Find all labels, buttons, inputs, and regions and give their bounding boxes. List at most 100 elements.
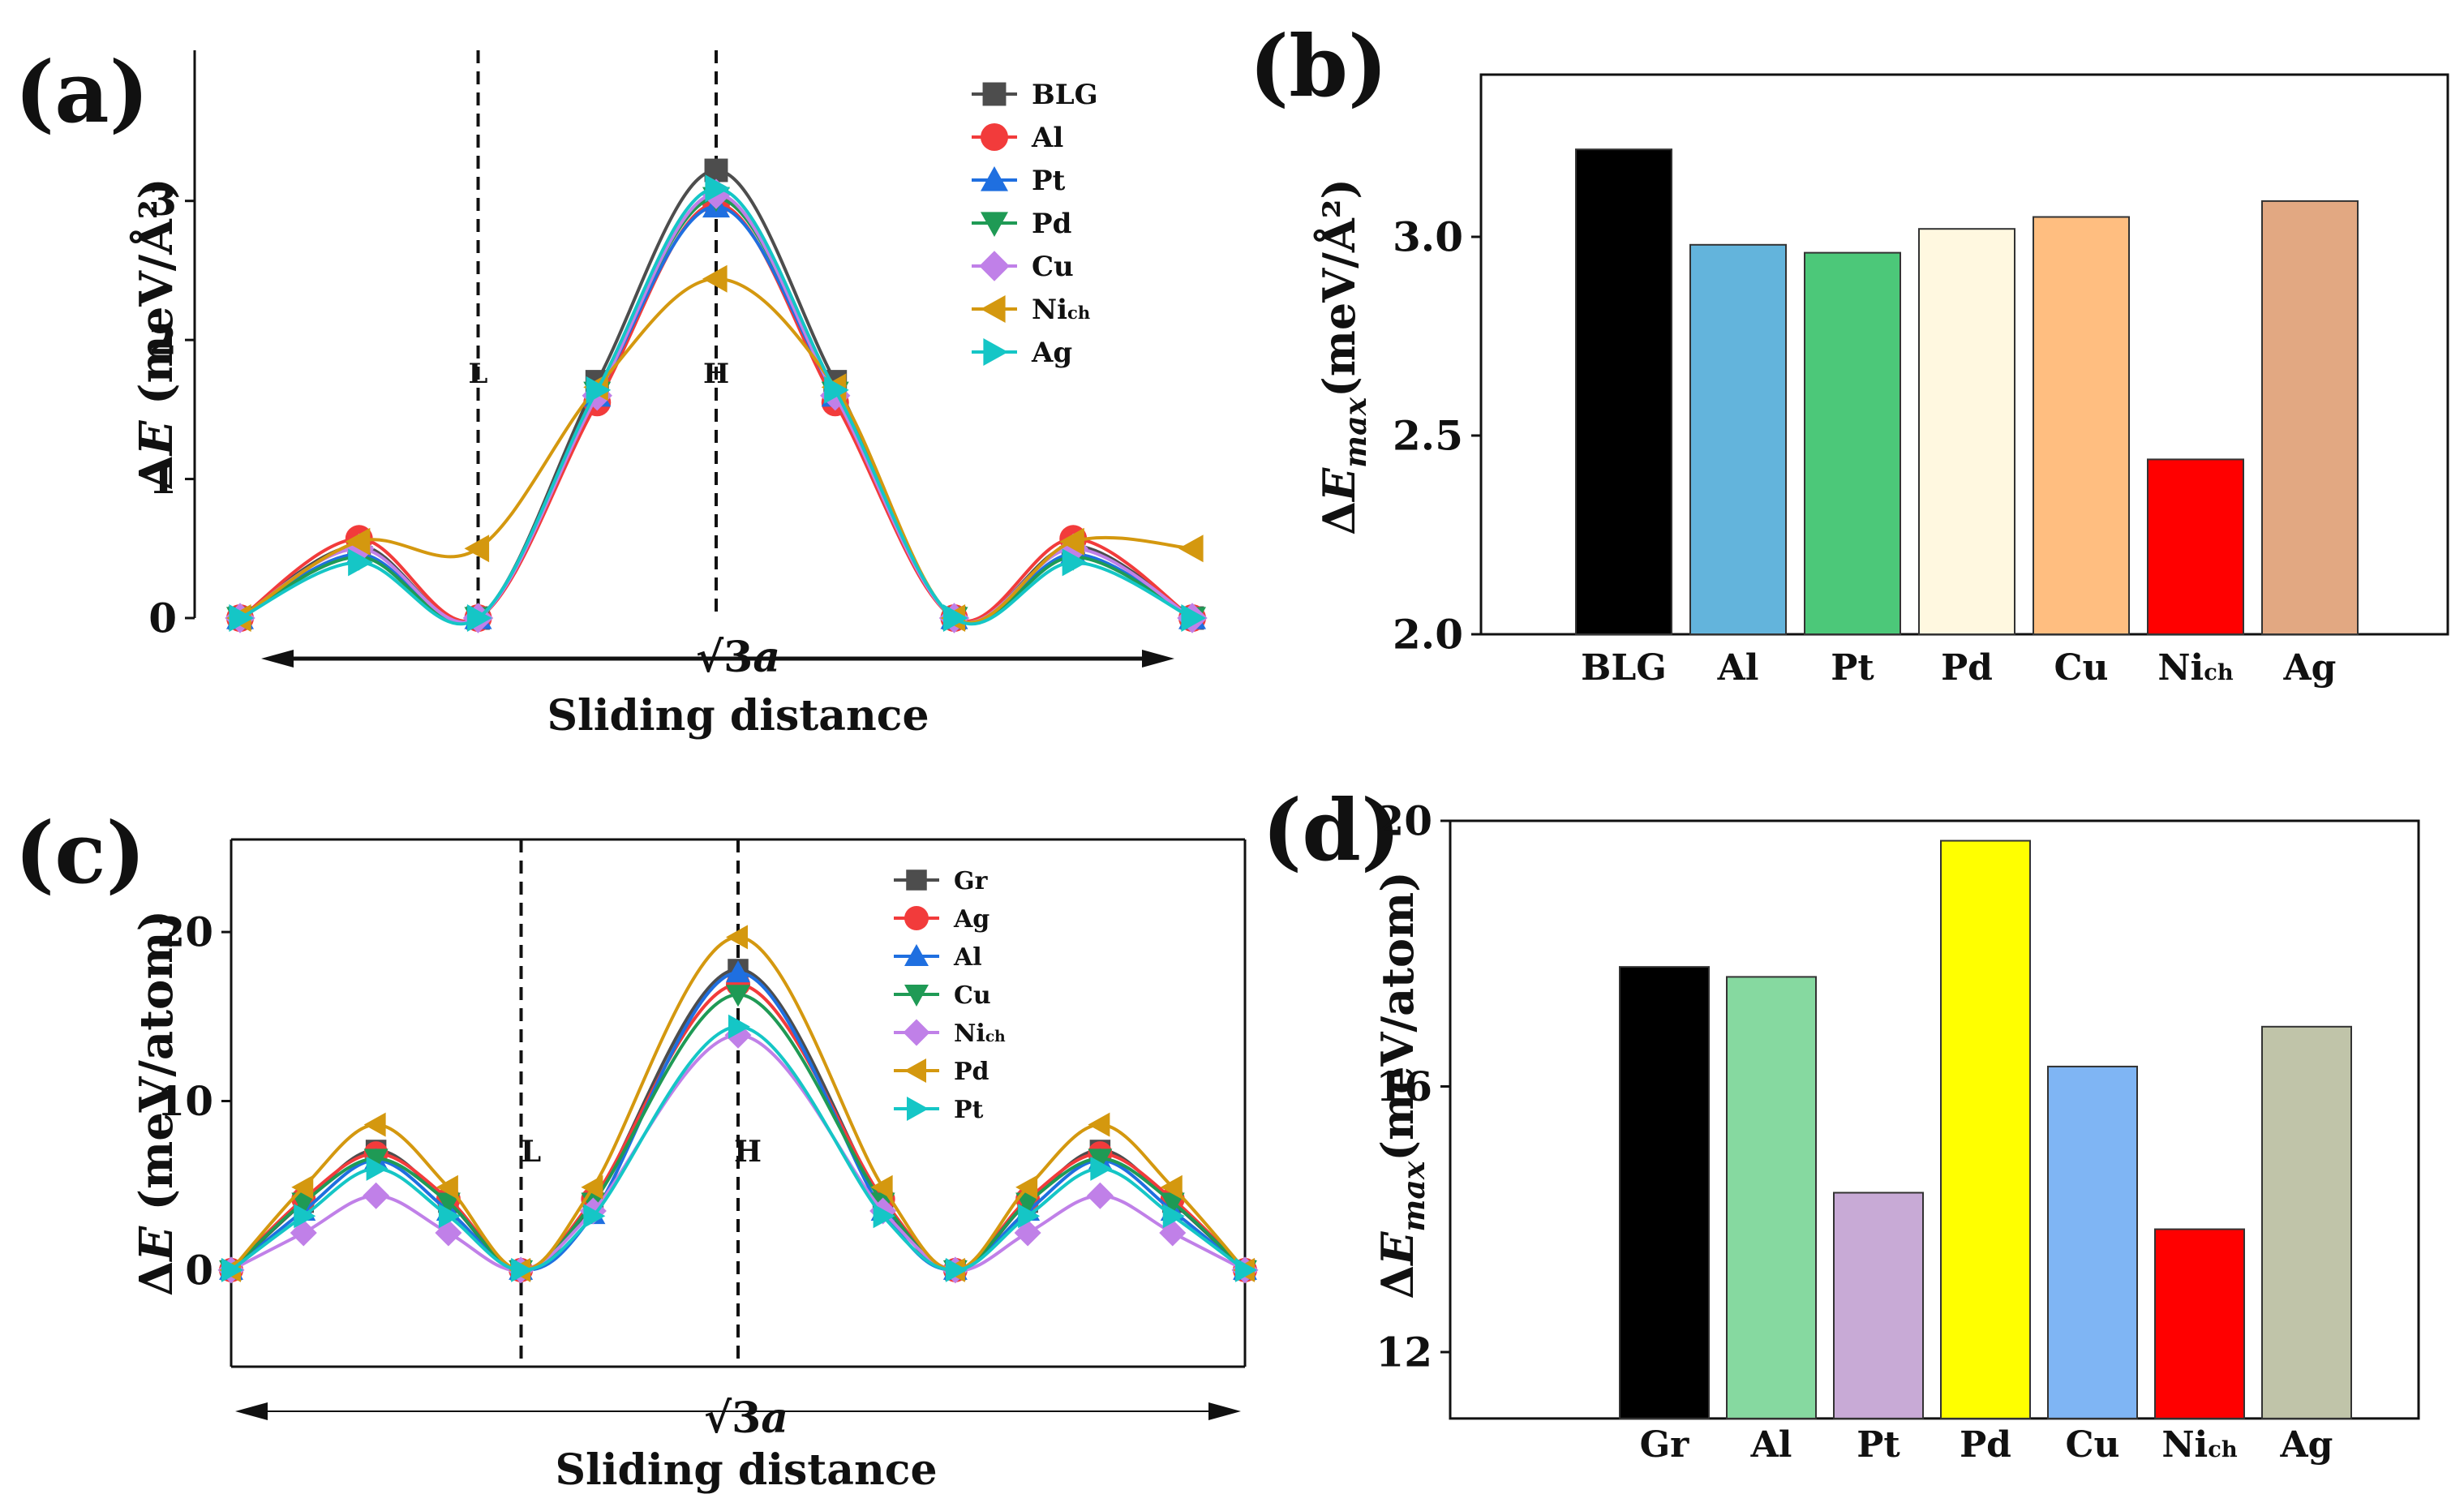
bar-gr <box>1619 966 1710 1419</box>
bar-cu <box>2033 216 2130 635</box>
x-tick-label: BLG <box>1581 647 1667 689</box>
data-point-ag <box>824 376 849 404</box>
legend-marker <box>904 906 929 930</box>
legend-marker <box>983 338 1008 366</box>
legend-label: Ag <box>1031 337 1072 369</box>
data-point-cu <box>436 1192 461 1215</box>
panel-label: (c) <box>15 803 146 903</box>
data-point-cu <box>1015 1192 1041 1215</box>
data-point-nich <box>464 535 490 563</box>
position-marker-label: H <box>734 1135 762 1169</box>
data-point-nich <box>1086 1182 1114 1209</box>
position-marker-label: H <box>703 358 729 390</box>
panel-label: (b) <box>1249 16 1388 116</box>
x-tick-label: Cu <box>2054 647 2108 689</box>
legend-label: Pt <box>954 1096 984 1124</box>
data-point-pt <box>1018 1204 1041 1229</box>
legend-marker <box>981 123 1008 151</box>
data-point-pd <box>581 1174 603 1200</box>
legend-label: Al <box>1031 122 1063 154</box>
data-point-pt <box>511 1257 534 1282</box>
bar-pd <box>1940 839 2031 1419</box>
legend-label: Al <box>953 943 982 972</box>
x-tick-label: Pt <box>1857 1424 1900 1466</box>
y-tick-label: 3 <box>148 177 177 225</box>
y-axis-title: ΔE (meV/Å²) <box>129 178 183 490</box>
bar-al <box>1689 243 1787 635</box>
x-tick-label: Al <box>1717 647 1759 689</box>
legend-marker <box>981 166 1008 191</box>
legend-label: BLG <box>1032 79 1098 111</box>
data-point-cu <box>363 1148 388 1171</box>
legend-marker <box>979 251 1010 281</box>
data-point-cu <box>1088 1148 1113 1171</box>
bar-ag <box>2261 200 2359 635</box>
y-tick-label: 0 <box>185 1246 213 1294</box>
plot-frame <box>1449 819 2420 1420</box>
x-tick-label: Cu <box>2065 1424 2119 1466</box>
legend-label: Nich <box>1032 294 1090 326</box>
y-tick-label: 12 <box>1376 1329 1432 1376</box>
x-tick-label: Pd <box>1960 1424 2011 1466</box>
x-axis-title: Sliding distance <box>555 1445 937 1495</box>
data-point-pt <box>873 1204 895 1229</box>
legend-label: Pd <box>954 1058 989 1086</box>
data-point-nich <box>702 264 728 293</box>
data-point-pt <box>294 1204 316 1229</box>
bar-al <box>1726 976 1817 1419</box>
legend-marker <box>903 1019 930 1046</box>
data-point-pd <box>291 1174 314 1200</box>
data-point-ag <box>466 604 492 632</box>
data-point-pt <box>945 1257 968 1282</box>
bar-pt <box>1833 1191 1924 1419</box>
data-point-pd <box>1015 1174 1038 1200</box>
y-tick-label: 1 <box>148 455 177 503</box>
distance-arrow-right-head <box>1142 650 1174 668</box>
bar-nich <box>2147 458 2244 636</box>
data-point-ag <box>229 604 254 632</box>
y-tick-label: 20 <box>157 908 213 956</box>
bar-pt <box>1804 251 1901 635</box>
panel-b: (b) 2.0 2.5 3.0 BLG Al Pt Pd Cu Nich Ag ΔEmax(meV/Å… <box>1249 16 2449 689</box>
legend-marker <box>904 1058 926 1083</box>
data-point-pt <box>366 1156 388 1181</box>
data-point-ag <box>705 174 730 203</box>
data-point-pt <box>221 1257 243 1282</box>
data-point-pt <box>728 1014 750 1039</box>
x-tick-label: Gr <box>1640 1424 1690 1466</box>
legend-label: Pd <box>1032 208 1071 240</box>
data-point-pt <box>1162 1204 1185 1229</box>
legend-marker <box>981 295 1006 323</box>
position-marker-label: L <box>521 1135 541 1169</box>
data-point-nich <box>1178 535 1204 563</box>
bar-cu <box>2047 1065 2138 1419</box>
legend-label: Ag <box>953 905 989 934</box>
panel-label: (a) <box>15 42 149 142</box>
panel-label: (d) <box>1262 780 1401 880</box>
distance-arrow-right-head <box>1208 1402 1241 1420</box>
data-point-cu <box>1160 1192 1185 1215</box>
legend-label: Cu <box>954 981 991 1010</box>
x-axis-title: Sliding distance <box>547 691 929 741</box>
legend-marker <box>904 985 929 1007</box>
legend-marker <box>904 944 929 966</box>
legend-label: Pt <box>1032 165 1066 197</box>
data-point-cu <box>291 1192 316 1215</box>
data-point-pd <box>870 1174 893 1200</box>
data-point-nich <box>1059 527 1084 556</box>
data-point-pt <box>583 1204 606 1229</box>
x-tick-label: Pd <box>1941 647 1993 689</box>
panel-a: (a) 0 1 2 3 L H BLG Al Pt Pd Cu Nich Ag √3a Sliding dis… <box>15 42 1208 741</box>
data-point-pd <box>1160 1174 1183 1200</box>
y-tick-label: 0 <box>148 595 177 642</box>
legend-label: Nich <box>954 1020 1006 1048</box>
bar-nich <box>2154 1228 2245 1419</box>
y-axis-title: ΔEmax(meV/Å²) <box>1313 178 1373 535</box>
x-tick-label: Pt <box>1831 647 1874 689</box>
distance-label: √3a <box>696 633 780 682</box>
x-tick-label: Ag <box>2280 1424 2333 1466</box>
data-point-ag <box>1062 548 1088 577</box>
bar-blg <box>1575 148 1672 635</box>
